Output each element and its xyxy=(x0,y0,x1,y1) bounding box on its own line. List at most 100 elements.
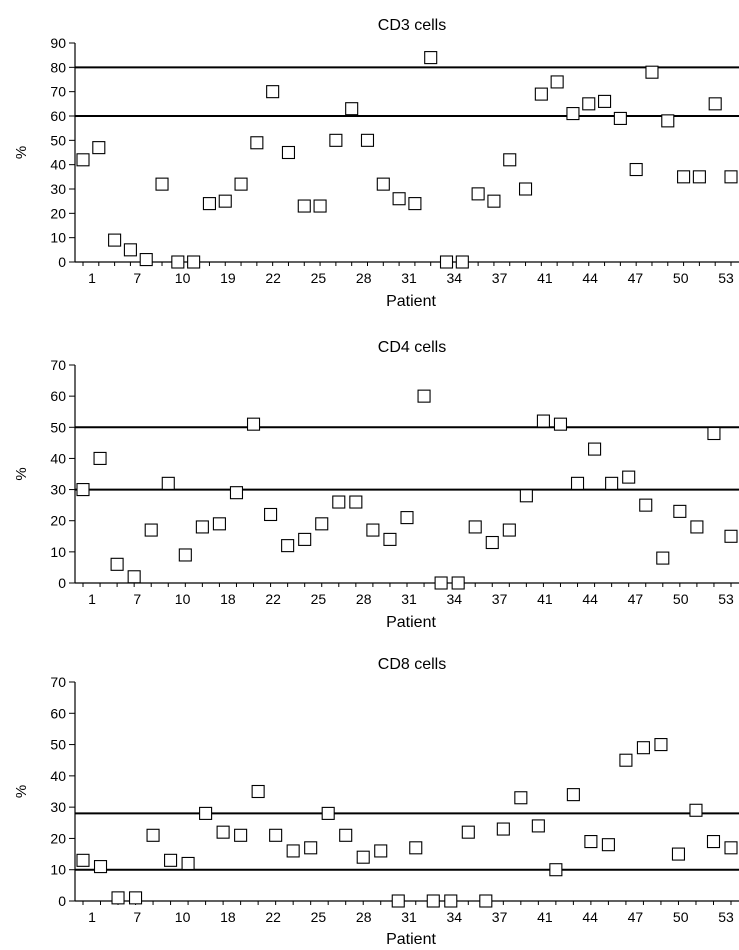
data-point xyxy=(161,476,175,490)
y-tick-label: 30 xyxy=(50,799,66,815)
x-tick-label: 44 xyxy=(582,909,598,925)
y-tick-label: 60 xyxy=(50,705,66,721)
data-point xyxy=(496,822,510,836)
data-point xyxy=(485,535,499,550)
chart-panel-2: CD4 cells 0 10 20 30 40 50 60 70% 1 7 10 18 22 25 28 31 3… xyxy=(13,339,739,631)
data-point xyxy=(128,891,143,905)
x-tick-label: 50 xyxy=(673,270,689,286)
data-point xyxy=(93,451,107,465)
data-point xyxy=(636,741,650,755)
y-tick-label: 10 xyxy=(50,862,66,878)
data-point xyxy=(503,153,517,167)
chart-panel-3: CD8 cells 0 10 20 30 40 50 60 70% 1 7 10 18 22 25 28 31 3… xyxy=(13,656,739,948)
data-point xyxy=(502,523,516,537)
data-point xyxy=(199,806,213,820)
y-tick-label: 60 xyxy=(50,388,66,404)
y-axis-label: % xyxy=(13,467,30,480)
x-tick-label: 22 xyxy=(265,591,281,607)
data-point xyxy=(234,177,248,191)
x-tick-label: 50 xyxy=(673,909,689,925)
data-point xyxy=(570,476,585,490)
x-tick-label: 25 xyxy=(311,909,327,925)
x-tick-label: 28 xyxy=(356,270,372,286)
y-tick-label: 50 xyxy=(50,132,66,148)
data-point xyxy=(92,141,106,155)
data-point xyxy=(400,511,414,525)
x-tick-label: 10 xyxy=(175,909,191,925)
x-tick-label: 1 xyxy=(88,270,96,286)
y-tick-label: 30 xyxy=(50,482,66,498)
data-point xyxy=(409,841,423,855)
data-point xyxy=(144,523,158,537)
data-point xyxy=(531,819,545,833)
x-tick-label: 37 xyxy=(492,591,508,607)
data-point xyxy=(673,504,687,518)
data-point xyxy=(692,170,706,184)
data-point xyxy=(461,825,475,839)
x-tick-label: 31 xyxy=(401,591,417,607)
data-point xyxy=(195,520,209,534)
data-point xyxy=(376,177,390,191)
data-point xyxy=(123,243,137,257)
y-tick-label: 70 xyxy=(50,357,66,373)
data-point xyxy=(724,841,738,855)
x-tick-label: 34 xyxy=(446,270,462,286)
data-point xyxy=(724,529,738,543)
data-point xyxy=(155,177,169,191)
data-point xyxy=(110,557,124,571)
data-point xyxy=(321,806,335,820)
x-tick-label: 7 xyxy=(133,591,141,607)
x-tick-label: 18 xyxy=(220,909,236,925)
data-point xyxy=(601,838,615,852)
y-tick-label: 60 xyxy=(50,108,66,124)
data-point xyxy=(345,102,359,116)
data-point xyxy=(229,486,244,500)
data-point xyxy=(329,133,343,147)
data-point xyxy=(534,87,548,101)
data-point xyxy=(93,860,108,874)
data-point xyxy=(391,894,405,908)
data-point xyxy=(689,803,703,817)
y-tick-label: 40 xyxy=(50,157,66,173)
x-tick-label: 25 xyxy=(311,270,327,286)
data-point xyxy=(332,495,346,509)
chart-title: CD8 cells xyxy=(378,656,446,673)
x-tick-label: 37 xyxy=(492,909,508,925)
x-tick-label: 28 xyxy=(356,909,372,925)
data-point xyxy=(139,253,153,267)
data-point xyxy=(605,476,619,490)
data-point xyxy=(598,94,612,108)
y-axis-label: % xyxy=(13,785,30,798)
y-tick-label: 30 xyxy=(50,181,66,197)
data-point xyxy=(202,197,216,211)
chart-title: CD3 cells xyxy=(378,17,446,34)
x-tick-label: 41 xyxy=(537,909,553,925)
data-point xyxy=(76,153,90,167)
data-point xyxy=(127,570,141,584)
data-point xyxy=(471,187,485,201)
data-point xyxy=(584,835,598,849)
y-tick-label: 20 xyxy=(50,513,66,529)
x-tick-label: 31 xyxy=(401,270,417,286)
x-tick-label: 22 xyxy=(265,270,281,286)
x-tick-label: 19 xyxy=(220,270,236,286)
data-point xyxy=(661,114,675,128)
data-point xyxy=(218,194,232,208)
y-tick-label: 50 xyxy=(50,419,66,435)
data-point xyxy=(281,145,296,160)
data-point xyxy=(111,891,125,905)
y-tick-label: 80 xyxy=(50,59,66,75)
x-tick-label: 10 xyxy=(175,591,191,607)
y-tick-label: 10 xyxy=(50,230,66,246)
data-point xyxy=(434,576,448,590)
data-point xyxy=(553,417,568,431)
x-tick-label: 1 xyxy=(88,591,96,607)
data-point xyxy=(297,199,311,213)
x-tick-label: 10 xyxy=(175,270,191,286)
data-point xyxy=(250,136,264,150)
x-tick-label: 18 xyxy=(220,591,236,607)
data-point xyxy=(212,517,226,531)
data-point xyxy=(304,841,318,855)
y-tick-label: 0 xyxy=(58,893,66,909)
x-tick-label: 25 xyxy=(311,591,327,607)
